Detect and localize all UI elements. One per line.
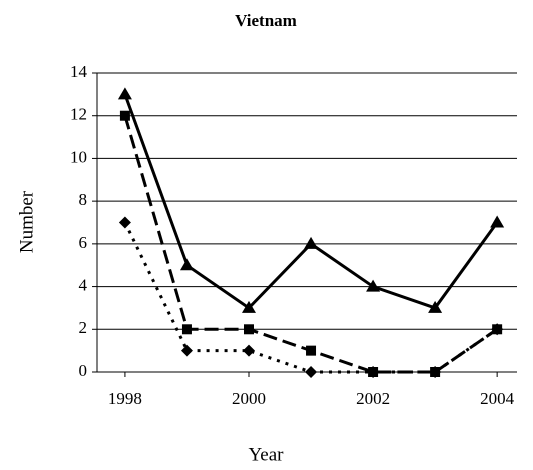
point-marker xyxy=(117,87,132,100)
point-marker xyxy=(367,366,380,378)
point-marker xyxy=(241,300,256,313)
y-tick-label: 10 xyxy=(70,147,87,166)
y-tick-label: 6 xyxy=(79,233,88,252)
x-tick-label: 2004 xyxy=(480,389,515,408)
point-marker xyxy=(429,366,442,378)
point-marker xyxy=(366,279,381,292)
point-marker xyxy=(180,344,193,357)
point-marker xyxy=(491,323,504,336)
y-tick-label: 0 xyxy=(79,361,88,380)
y-tick-label: 4 xyxy=(79,275,88,294)
point-marker xyxy=(181,324,192,335)
y-tick-label: 8 xyxy=(79,190,88,209)
point-marker xyxy=(118,216,131,229)
point-marker xyxy=(490,215,505,228)
chart-title: Vietnam xyxy=(235,11,297,30)
point-marker xyxy=(428,300,443,313)
x-tick-label: 2000 xyxy=(232,389,266,408)
point-marker xyxy=(305,366,318,378)
x-axis-label: Year xyxy=(248,444,284,465)
point-marker xyxy=(306,345,317,356)
point-marker xyxy=(179,258,194,271)
y-tick-label: 14 xyxy=(70,62,88,81)
point-marker xyxy=(119,110,130,121)
point-marker xyxy=(242,344,255,357)
point-marker xyxy=(304,236,319,249)
y-tick-label: 12 xyxy=(70,105,87,124)
point-marker xyxy=(243,324,254,335)
x-tick-label: 2002 xyxy=(356,389,390,408)
y-tick-label: 2 xyxy=(79,318,88,337)
y-axis-label: Number xyxy=(16,190,37,253)
x-tick-label: 1998 xyxy=(108,389,142,408)
